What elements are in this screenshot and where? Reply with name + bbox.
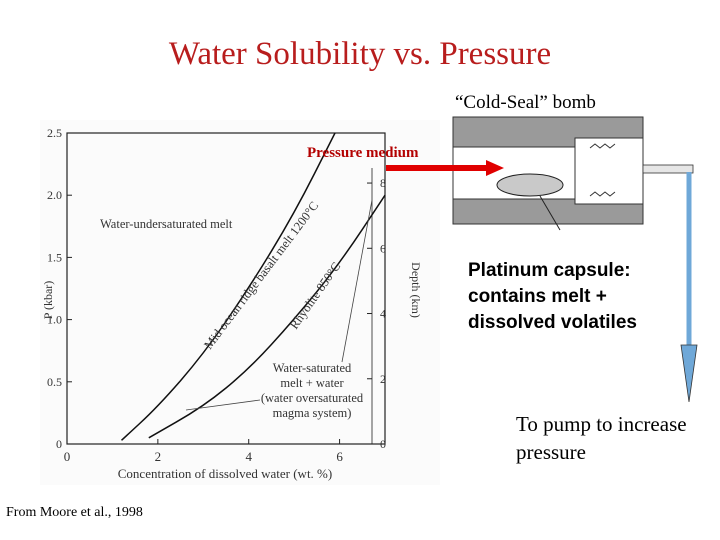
y-tick-label: 2.0 [47,188,62,202]
capsule-line-1: Platinum capsule: [468,260,631,281]
pump-line-2: pressure [516,440,586,464]
capsule-line-2: contains melt + [468,286,607,307]
region-label-undersaturated: Water-undersaturated melt [100,217,233,231]
y-tick-label: 0.5 [47,375,62,389]
depth-tick-label: 2 [380,372,386,386]
x-tick-label: 4 [245,449,252,464]
leader-line-saturated [341,199,373,363]
pump-line-1: To pump to increase [516,412,687,436]
plot-frame [66,132,386,445]
capsule-line-3: dissolved volatiles [468,312,637,333]
y-tick-label: 2.5 [47,126,62,140]
x-tick-label: 0 [64,449,71,464]
cold-seal-bomb-label: “Cold-Seal” bomb [455,92,596,113]
x-axis-ticks: 0 2 4 6 [64,439,343,464]
platinum-capsule-caption: Platinum capsule: contains melt + dissol… [468,258,637,336]
series-line-rhyolite [148,194,386,439]
slide-title: Water Solubility vs. Pressure [168,36,552,72]
depth-tick-label: 8 [380,176,386,190]
pressure-line-tube [642,164,694,174]
y-axis-ticks: 0 0.5 1.0 1.5 2.0 2.5 [47,126,72,451]
platinum-capsule-shape [496,173,564,197]
depth-tick-label: 4 [380,307,386,321]
y-tick-label: 1.0 [47,313,62,327]
region-label-saturated-4: magma system) [273,406,352,420]
pump-caption: To pump to increase pressure [516,410,687,466]
y-tick-label: 0 [56,437,62,451]
pump-arrow-head [680,344,698,403]
pressure-medium-label: Pressure medium [307,145,419,161]
region-label-saturated-3: (water oversaturated [261,391,364,405]
y-tick-label: 1.5 [47,250,62,264]
depth-tick-label: 0 [380,437,386,451]
bomb-plug-cavity [574,137,644,205]
depth-tick-label: 6 [380,241,386,255]
leader-line-saturated-2 [185,399,261,411]
series-lines [120,132,386,441]
y-axis-label-right: Depth (km) [409,262,423,318]
pressure-arrow-head [486,160,504,176]
series-line-basalt [120,132,336,441]
x-tick-label: 2 [155,449,162,464]
figure-background [40,120,440,485]
y-axis-label-left: P (kbar) [41,281,55,320]
x-tick-label: 6 [336,449,343,464]
x-axis-label: Concentration of dissolved water (wt. %) [118,466,332,481]
region-label-saturated-2: melt + water [280,376,344,390]
region-label-saturated-1: Water-saturated [273,361,352,375]
capsule-leader-line [539,195,561,231]
source-credit: From Moore et al., 1998 [6,505,143,520]
thread-lines [589,143,616,197]
